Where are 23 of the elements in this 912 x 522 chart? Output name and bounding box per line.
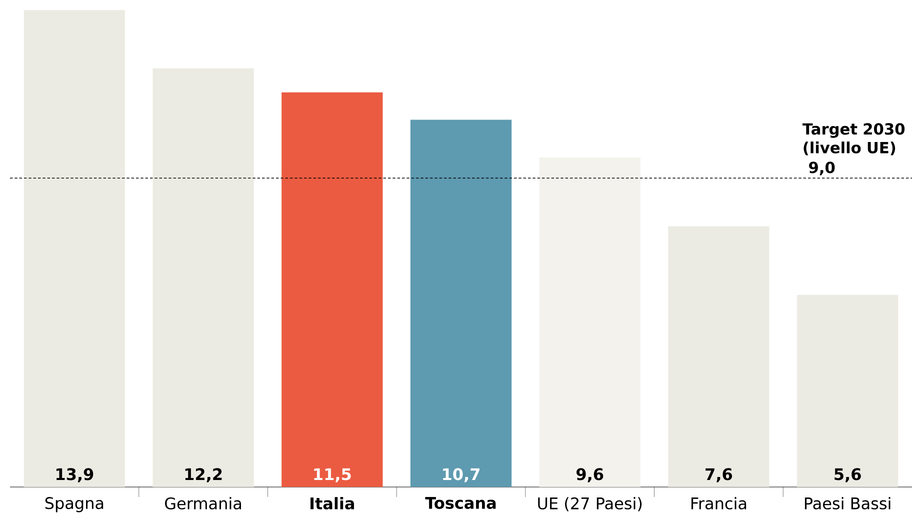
annotation: 9,0 (809, 162, 835, 176)
x-tick-label: Paesi Bassi (804, 497, 890, 510)
bar (24, 10, 126, 487)
data-label: 9,6 (576, 468, 604, 482)
bar (796, 294, 898, 487)
bar (282, 92, 383, 487)
data-label: 12,2 (185, 468, 222, 482)
x-tick-label: Francia (691, 497, 746, 510)
data-label: 5,6 (834, 468, 861, 482)
x-tick-label: Toscana (425, 497, 496, 509)
x-tick-label: Italia (310, 497, 354, 510)
x-tick-label: UE (27 Paesi) (538, 497, 642, 512)
data-label: 11,5 (314, 468, 351, 482)
bar (668, 226, 770, 487)
bar (410, 120, 512, 487)
data-label: 10,7 (443, 468, 480, 482)
bar (152, 68, 254, 487)
ref-line-label: Target 2030 (livello UE) (802, 123, 905, 156)
data-label: 7,6 (706, 468, 732, 482)
data-label: 13,9 (56, 468, 94, 482)
x-tick-label: Spagna (45, 497, 104, 512)
x-tick-label: Germania (165, 497, 241, 510)
bar (539, 158, 640, 487)
